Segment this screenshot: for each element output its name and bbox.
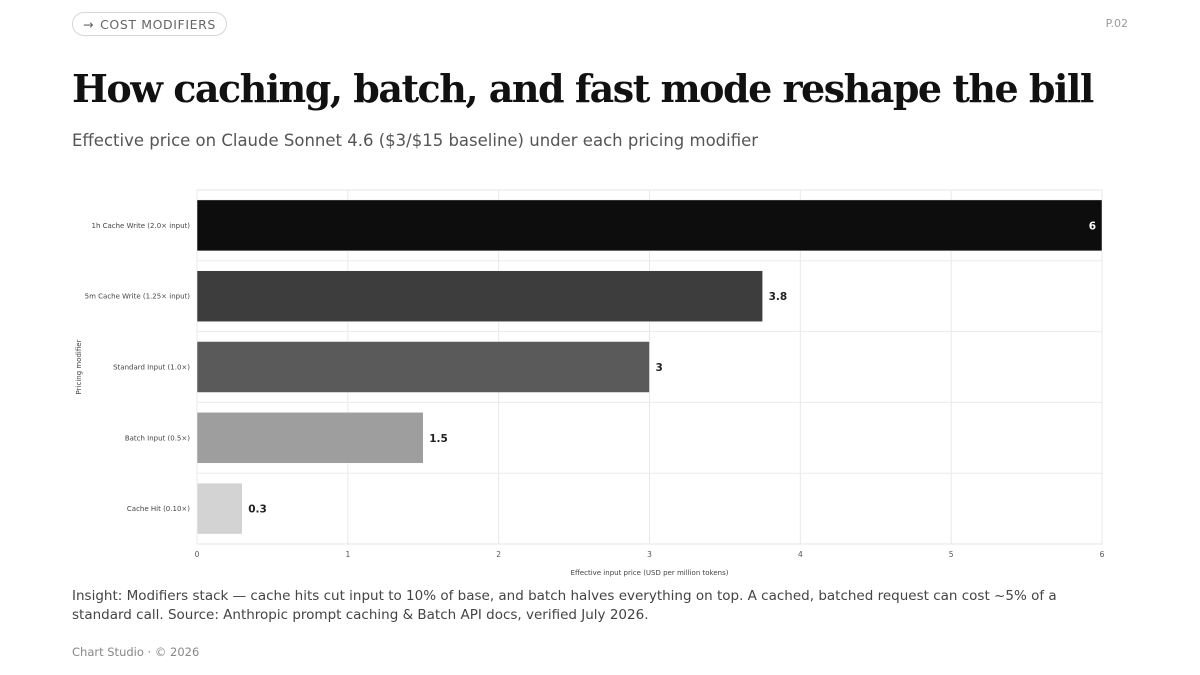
y-tick-label: Standard Input (1.0×): [113, 364, 190, 372]
x-tick-label: 4: [798, 550, 803, 559]
x-tick-label: 1: [345, 550, 350, 559]
section-tag-label: COST MODIFIERS: [100, 16, 216, 32]
bar: [196, 482, 243, 535]
page-number: P.02: [1105, 17, 1128, 30]
data-label: 1.5: [429, 433, 448, 445]
data-label: 3.8: [769, 291, 788, 303]
bar-chart: 0 1 2 3 4 5 6 1h Cache Write (2.0× input) 6 5m Ca…: [75, 189, 1105, 577]
y-tick-label: 1h Cache Write (2.0× input): [91, 222, 190, 230]
x-tick-label: 0: [195, 550, 200, 559]
footer: Chart Studio · © 2026: [72, 645, 200, 659]
x-tick-label: 2: [496, 550, 501, 559]
y-tick-label: Batch Input (0.5×): [125, 434, 190, 442]
y-tick-label: 5m Cache Write (1.25× input): [85, 293, 191, 301]
bar: [196, 270, 763, 322]
insight-text: Insight: Modifiers stack — cache hits cu…: [72, 588, 1057, 623]
page-subtitle: Effective price on Claude Sonnet 4.6 ($3…: [72, 131, 759, 150]
bar: [196, 341, 650, 393]
arrow-right-icon: →: [83, 16, 95, 32]
data-label: 3: [656, 362, 663, 374]
data-label: 0.3: [248, 504, 267, 516]
x-tick-label: 6: [1100, 550, 1105, 559]
bar: [196, 199, 1103, 252]
y-axis-title: Pricing modifier: [75, 339, 83, 394]
page-title: How caching, batch, and fast mode reshap…: [72, 66, 1094, 111]
y-tick-label: Cache Hit (0.10×): [127, 505, 190, 513]
data-label: 6: [1089, 220, 1096, 232]
bar: [196, 412, 424, 464]
x-tick-label: 5: [949, 550, 954, 559]
section-tag: → COST MODIFIERS: [72, 12, 227, 36]
x-axis-title: Effective input price (USD per million t…: [571, 569, 729, 577]
x-tick-label: 3: [647, 550, 652, 559]
